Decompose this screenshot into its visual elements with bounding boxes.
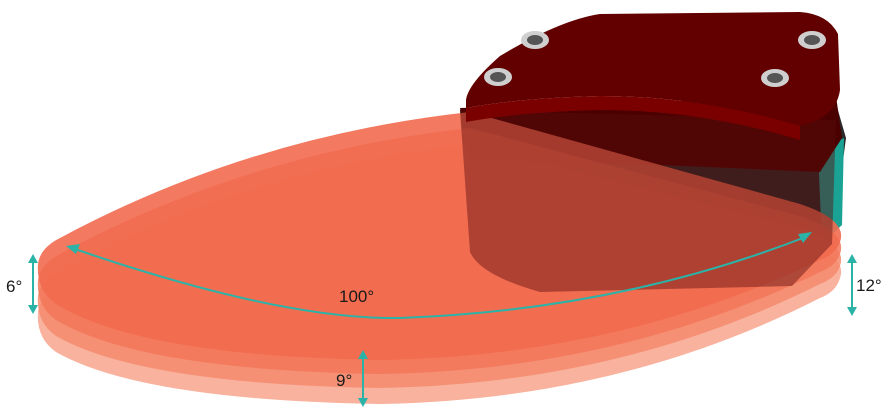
screw-top-left-icon: [521, 31, 549, 49]
horizontal-angle-label: 100°: [339, 287, 374, 306]
screw-bottom-right-icon: [761, 69, 789, 87]
sensor-top: [466, 12, 840, 140]
arc-arrowhead-left: [66, 244, 80, 254]
horizontal-angle-arrow: [66, 232, 812, 320]
left-vertical-arrow: [28, 254, 38, 314]
horizontal-arc: [71, 235, 809, 320]
housing-top-edge: [466, 96, 800, 140]
left-angle-label: 6°: [6, 277, 22, 296]
bottom-angle-label: 9°: [336, 371, 352, 390]
screw-top-right-icon: [798, 31, 826, 49]
right-vertical-arrow: [847, 254, 857, 316]
housing-shadow-overlay: [460, 110, 836, 292]
bottom-vertical-arrow: [358, 350, 368, 407]
right-angle-label: 12°: [856, 276, 882, 295]
housing-top-face: [466, 12, 840, 126]
screw-bottom-left-icon: [484, 68, 512, 86]
arc-arrowhead-right: [798, 232, 812, 243]
